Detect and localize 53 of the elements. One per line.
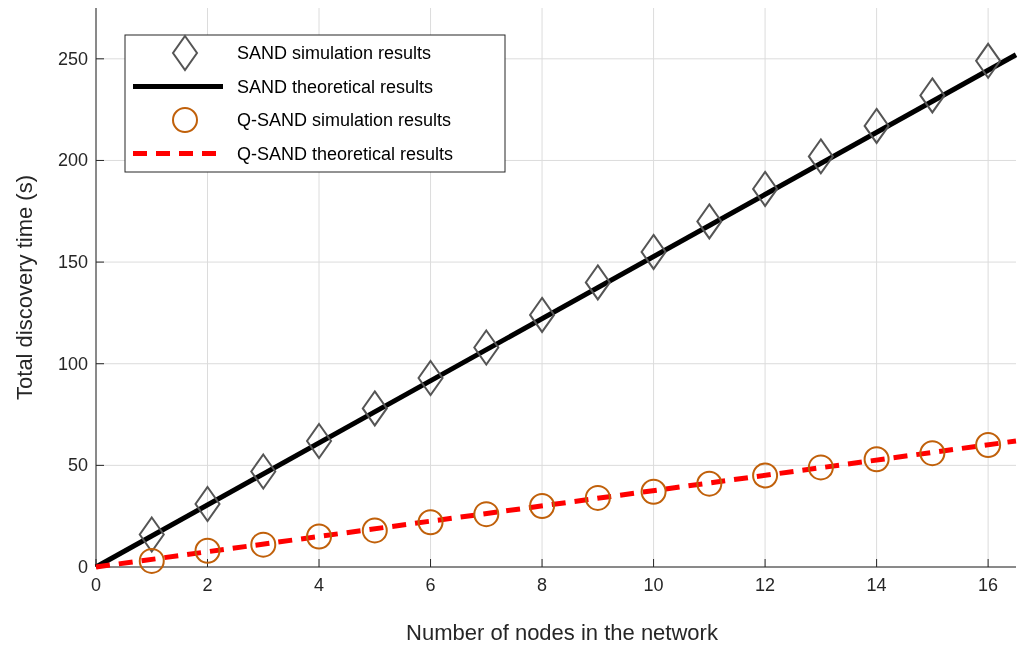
x-tick-label: 6	[425, 575, 436, 595]
point	[975, 432, 1002, 459]
x-tick-label: 0	[90, 575, 102, 595]
point	[250, 453, 277, 490]
legend-label: Q-SAND theoretical results	[237, 143, 454, 164]
point	[250, 531, 277, 558]
y-tick-label: 200	[57, 150, 88, 171]
point	[306, 523, 333, 550]
point	[640, 478, 667, 505]
point	[752, 462, 779, 489]
y-tick-label: 0	[77, 557, 88, 577]
point	[417, 359, 444, 396]
x-tick-label: 10	[643, 575, 664, 595]
point	[529, 296, 556, 333]
y-axis-title: Total discovery time (s)	[12, 175, 37, 400]
y-tick-label: 150	[57, 252, 88, 273]
point	[194, 485, 221, 522]
point	[584, 264, 611, 301]
point	[696, 203, 723, 240]
x-tick-label: 12	[755, 575, 776, 595]
point	[306, 422, 333, 459]
point	[361, 390, 388, 427]
legend-label: Q-SAND simulation results	[237, 110, 452, 130]
point	[807, 138, 834, 175]
point	[529, 493, 556, 520]
point	[807, 454, 834, 481]
point	[584, 484, 611, 511]
point	[194, 537, 221, 564]
point	[640, 233, 667, 270]
point	[696, 470, 723, 497]
x-tick-label: 14	[866, 575, 887, 595]
point	[863, 446, 890, 473]
point	[138, 516, 165, 553]
point	[863, 107, 890, 144]
x-tick-label: 2	[202, 575, 213, 595]
legend-label: SAND theoretical results	[237, 76, 434, 97]
x-tick-label: 4	[314, 575, 325, 595]
point	[138, 547, 165, 574]
point	[919, 77, 946, 114]
point	[975, 42, 1002, 79]
point	[417, 509, 444, 536]
x-axis-title: Number of nodes in the network	[406, 620, 719, 645]
x-tick-label: 16	[978, 575, 999, 595]
point	[361, 517, 388, 544]
point	[473, 329, 500, 366]
point	[919, 440, 946, 467]
point	[473, 501, 500, 528]
y-tick-label: 250	[57, 48, 88, 69]
point	[752, 170, 779, 207]
y-tick-label: 50	[67, 455, 88, 476]
legend-label: SAND simulation results	[237, 43, 432, 63]
y-tick-label: 100	[57, 353, 88, 374]
x-tick-label: 8	[537, 575, 548, 595]
